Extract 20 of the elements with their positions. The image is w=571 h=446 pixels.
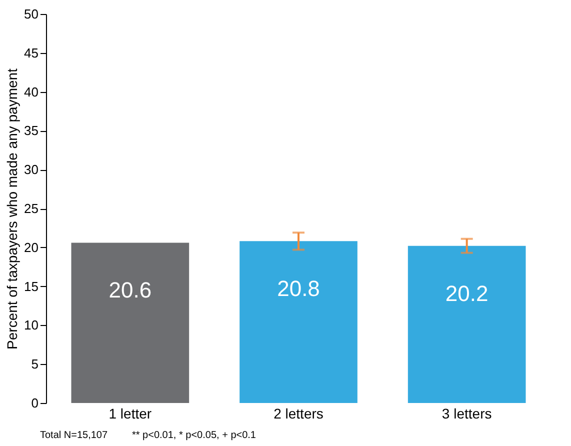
text: ** p<0.01, * p<0.05, + p<0.1 <box>132 430 256 441</box>
y-tick-label: 45 <box>24 45 38 60</box>
y-tick-label: 40 <box>24 84 38 100</box>
data-label: 20.6 <box>108 278 152 303</box>
text: Total N=15,107 <box>40 430 108 441</box>
y-tick-label: 30 <box>24 162 38 178</box>
y-tick-label: 10 <box>24 318 38 333</box>
y-tick-label: 15 <box>24 278 38 294</box>
y-axis-title: Percent of taxpayers who made any payment <box>4 68 20 350</box>
y-tick-label: 0 <box>31 396 38 410</box>
x-tick-label: 1 letter <box>108 406 152 422</box>
y-tick-label: 50 <box>24 6 38 22</box>
x-tick-label: 3 letters <box>442 406 492 422</box>
y-tick-label: 20 <box>24 240 38 255</box>
x-tick-label: 2 letters <box>274 406 324 422</box>
data-label: 20.8 <box>277 276 320 302</box>
y-tick-label: 5 <box>31 356 38 372</box>
data-label: 20.2 <box>445 280 488 306</box>
y-tick-label: 25 <box>24 201 38 216</box>
y-tick-label: 35 <box>24 123 38 138</box>
